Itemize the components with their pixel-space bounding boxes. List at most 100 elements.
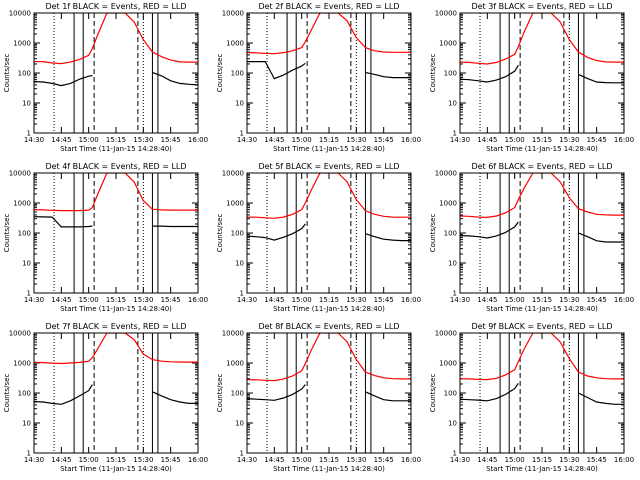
panel-title: Det 2f BLACK = Events, RED = LLD: [258, 2, 399, 11]
x-tick-label: 15:30: [559, 136, 579, 144]
x-tick-label: 15:15: [319, 456, 339, 464]
y-tick-label: 1: [27, 290, 31, 298]
x-tick-label: 15:00: [292, 136, 312, 144]
x-tick-label: 15:45: [374, 296, 394, 304]
x-tick-label: 16:00: [614, 136, 634, 144]
y-axis-label: Counts/sec: [3, 54, 11, 93]
series-line-red: [34, 173, 198, 212]
x-tick-label: 14:45: [51, 136, 71, 144]
series-line-red: [34, 13, 198, 65]
x-tick-label: 15:45: [587, 136, 607, 144]
x-tick-label: 14:45: [51, 296, 71, 304]
series-line-black: [34, 384, 198, 405]
y-tick-label: 1000: [226, 200, 244, 208]
y-tick-label: 1: [240, 450, 244, 458]
series-line-red: [247, 13, 411, 55]
x-tick-label: 15:15: [532, 456, 552, 464]
y-tick-label: 10000: [222, 330, 244, 338]
series-line-black: [460, 221, 624, 243]
x-tick-label: 14:30: [24, 296, 44, 304]
x-tick-label: 14:30: [24, 456, 44, 464]
panel-title: Det 4f BLACK = Events, RED = LLD: [45, 162, 186, 171]
series-line-black: [460, 382, 624, 405]
x-tick-label: 14:30: [450, 456, 470, 464]
x-tick-label: 16:00: [188, 456, 208, 464]
x-tick-label: 15:30: [346, 296, 366, 304]
x-tick-label: 15:15: [319, 296, 339, 304]
plot-frame: [33, 12, 199, 134]
panel-5: Det 5f BLACK = Events, RED = LLD Counts/s…: [216, 162, 421, 313]
series-line-red: [34, 333, 198, 365]
panel-2: Det 2f BLACK = Events, RED = LLD Counts/s…: [216, 2, 421, 153]
panel-6: Det 6f BLACK = Events, RED = LLD Counts/s…: [429, 162, 634, 313]
y-axis-label: Counts/sec: [216, 214, 224, 253]
y-tick-label: 10000: [222, 10, 244, 18]
x-tick-label: 14:30: [450, 136, 470, 144]
x-tick-label: 14:30: [237, 296, 257, 304]
x-tick-label: 14:45: [264, 456, 284, 464]
x-tick-label: 16:00: [401, 296, 421, 304]
y-tick-label: 10000: [435, 10, 457, 18]
series-line-red: [460, 13, 624, 65]
y-tick-label: 100: [18, 70, 31, 78]
y-tick-label: 10000: [9, 170, 31, 178]
x-tick-label: 15:45: [587, 456, 607, 464]
x-tick-label: 15:00: [505, 456, 525, 464]
x-tick-label: 14:45: [477, 296, 497, 304]
y-tick-label: 100: [444, 70, 457, 78]
x-tick-label: 14:45: [51, 456, 71, 464]
x-tick-label: 15:30: [346, 136, 366, 144]
plot-frame: [459, 332, 625, 454]
x-axis-label: Start Time (11-Jan-15 14:28:40): [60, 145, 172, 153]
x-tick-label: 15:15: [106, 456, 126, 464]
y-tick-label: 1: [453, 450, 457, 458]
panel-4: Det 4f BLACK = Events, RED = LLD Counts/s…: [3, 162, 208, 313]
series-line-black: [247, 223, 411, 242]
x-axis-label: Start Time (11-Jan-15 14:28:40): [486, 465, 598, 473]
y-tick-label: 1000: [226, 40, 244, 48]
x-tick-label: 15:30: [346, 456, 366, 464]
x-axis-label: Start Time (11-Jan-15 14:28:40): [273, 465, 385, 473]
x-tick-label: 14:30: [24, 136, 44, 144]
y-tick-label: 1: [27, 450, 31, 458]
x-tick-label: 15:45: [161, 136, 181, 144]
y-tick-label: 1000: [439, 360, 457, 368]
x-tick-label: 16:00: [401, 456, 421, 464]
x-tick-label: 14:45: [477, 136, 497, 144]
y-tick-label: 100: [444, 230, 457, 238]
series-line-red: [460, 173, 624, 219]
panel-title: Det 9f BLACK = Events, RED = LLD: [471, 322, 612, 331]
x-tick-label: 15:15: [532, 136, 552, 144]
y-tick-label: 1: [27, 130, 31, 138]
plot-frame: [459, 172, 625, 294]
y-tick-label: 1000: [439, 200, 457, 208]
series-line-red: [247, 333, 411, 382]
x-tick-label: 14:45: [477, 456, 497, 464]
y-tick-label: 100: [231, 390, 244, 398]
y-tick-label: 100: [231, 230, 244, 238]
plot-frame: [246, 172, 412, 294]
series-line-red: [247, 173, 411, 219]
series-line-red: [460, 333, 624, 381]
panel-title: Det 8f BLACK = Events, RED = LLD: [258, 322, 399, 331]
y-axis-label: Counts/sec: [3, 214, 11, 253]
y-tick-label: 1000: [226, 360, 244, 368]
y-tick-label: 10000: [435, 170, 457, 178]
plot-frame: [33, 332, 199, 454]
y-axis-label: Counts/sec: [429, 374, 437, 413]
series-line-black: [247, 384, 411, 402]
x-tick-label: 15:30: [133, 296, 153, 304]
x-axis-label: Start Time (11-Jan-15 14:28:40): [60, 465, 172, 473]
panel-title: Det 1f BLACK = Events, RED = LLD: [45, 2, 186, 11]
x-tick-label: 14:30: [450, 296, 470, 304]
panel-title: Det 6f BLACK = Events, RED = LLD: [471, 162, 612, 171]
y-tick-label: 1000: [13, 360, 31, 368]
y-axis-label: Counts/sec: [429, 54, 437, 93]
panel-title: Det 3f BLACK = Events, RED = LLD: [471, 2, 612, 11]
y-tick-label: 1: [240, 290, 244, 298]
y-tick-label: 10000: [435, 330, 457, 338]
x-tick-label: 15:30: [133, 456, 153, 464]
x-tick-label: 16:00: [614, 296, 634, 304]
x-tick-label: 15:00: [505, 136, 525, 144]
